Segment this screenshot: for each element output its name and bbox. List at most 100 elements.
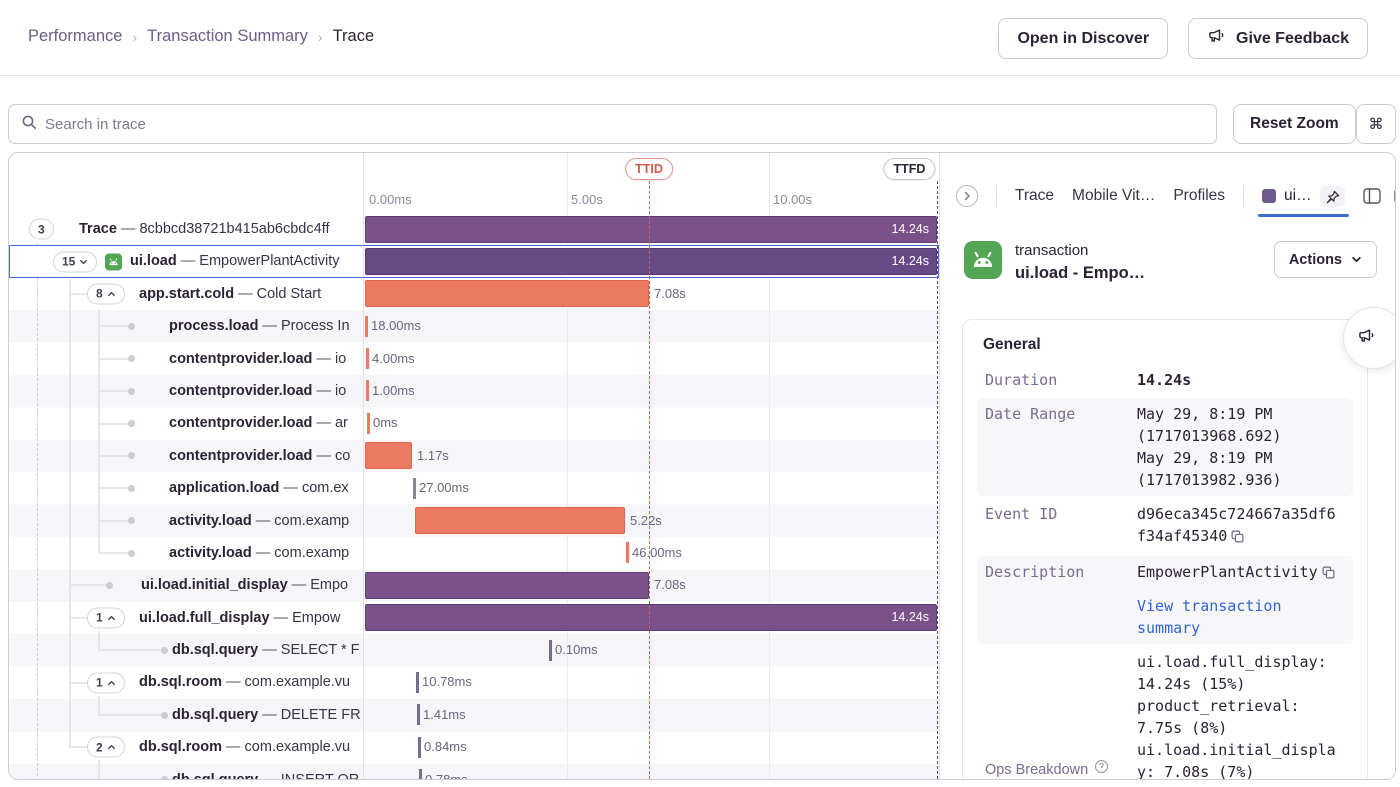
trace-timeline-row[interactable]: 0.84ms (364, 731, 939, 763)
trace-timeline-row[interactable]: 14.24s (364, 245, 939, 278)
transaction-title: ui.load - Empo… (1015, 264, 1146, 282)
actions-button[interactable]: Actions (1273, 241, 1377, 278)
span-bar[interactable]: 14.24s (365, 215, 937, 243)
trace-tree-row[interactable]: 3 Trace — 8cbbcd38721b415ab6cbdc4ff (9, 213, 363, 245)
span-count-pill[interactable]: 2 (87, 736, 125, 758)
trace-tree-row[interactable]: contentprovider.load — co (9, 440, 363, 472)
trace-timeline-row[interactable]: 7.08s (364, 278, 939, 310)
trace-tree-row[interactable]: db.sql.query — DELETE FR (9, 699, 363, 731)
tab-trace[interactable]: Trace (1015, 187, 1055, 204)
trace-tree-row[interactable]: ui.load.initial_display — Empo (9, 569, 363, 601)
span-bar[interactable]: 14.24s (365, 604, 937, 632)
tree-rows: 3 Trace — 8cbbcd38721b415ab6cbdc4ff 15 ui.l… (9, 213, 363, 779)
ttid-badge[interactable]: TTID (625, 158, 673, 180)
span-duration-label: 0.84ms (424, 739, 467, 755)
shortcut-command-button[interactable]: ⌘ (1356, 104, 1396, 144)
breadcrumb-performance[interactable]: Performance (28, 27, 123, 45)
trace-timeline-row[interactable]: 0.78ms (364, 764, 939, 779)
ttid-marker-line (649, 181, 650, 779)
pin-icon[interactable] (1319, 185, 1345, 207)
trace-tree-row[interactable]: contentprovider.load — io (9, 375, 363, 407)
trace-timeline-row[interactable]: 18.00ms (364, 310, 939, 342)
actions-label: Actions (1288, 251, 1342, 268)
description-key: Description (985, 563, 1085, 581)
trace-timeline-row[interactable]: 4.00ms (364, 343, 939, 375)
tab-mobile-vitals[interactable]: Mobile Vit… (1072, 187, 1156, 204)
trace-tree-row[interactable]: activity.load — com.examp (9, 537, 363, 569)
span-count-pill[interactable]: 8 (87, 283, 125, 305)
duration-value: 14.24s (1137, 371, 1192, 389)
span-bar[interactable]: 14.24s (365, 247, 937, 275)
copy-icon[interactable] (1322, 563, 1335, 585)
tree-connector-line (98, 357, 131, 360)
time-axis-tick: 5.00s (571, 192, 603, 207)
layout-left-panel-icon[interactable] (1362, 188, 1381, 204)
trace-timeline-row[interactable]: 0ms (364, 407, 939, 439)
span-bar[interactable] (365, 280, 649, 308)
feedback-fab-button[interactable] (1343, 307, 1395, 369)
span-duration-label: 0ms (373, 415, 398, 431)
help-icon[interactable] (1094, 759, 1109, 779)
collapse-panel-button[interactable] (956, 185, 978, 207)
trace-tree-row[interactable]: 1 db.sql.room — com.example.vu (9, 666, 363, 698)
search-input[interactable] (45, 115, 1204, 133)
span-title: app.start.cold — Cold Start (139, 285, 322, 302)
trace-timeline-row[interactable]: 1.17s (364, 440, 939, 472)
ttfd-badge[interactable]: TTFD (883, 158, 936, 180)
trace-tree-row[interactable]: application.load — com.ex (9, 472, 363, 504)
copy-icon[interactable] (1231, 527, 1244, 549)
span-tick-mark (549, 639, 552, 661)
open-in-discover-button[interactable]: Open in Discover (998, 18, 1169, 59)
span-count-pill[interactable]: 1 (87, 672, 125, 694)
tree-connector-dot (128, 549, 135, 557)
trace-tree-row[interactable]: process.load — Process In (9, 310, 363, 342)
trace-tree-row[interactable]: activity.load — com.examp (9, 505, 363, 537)
span-bar[interactable] (365, 571, 649, 599)
duration-row: Duration 14.24s (977, 364, 1353, 396)
trace-tree-row[interactable]: db.sql.query — INSERT OR (9, 764, 363, 779)
span-count-pill[interactable]: 1 (87, 607, 125, 629)
trace-timeline-row[interactable]: 14.24s (364, 213, 939, 245)
trace-tree-row[interactable]: 8 app.start.cold — Cold Start (9, 278, 363, 310)
span-count-pill[interactable]: 15 (53, 251, 98, 273)
trace-tree-row[interactable]: contentprovider.load — io (9, 343, 363, 375)
trace-tree-row[interactable]: db.sql.query — SELECT * F (9, 634, 363, 666)
trace-timeline-row[interactable]: 46.00ms (364, 537, 939, 569)
span-duration-label: 1.17s (417, 447, 449, 463)
divider (996, 185, 997, 207)
trace-timeline-row[interactable]: 14.24s (364, 602, 939, 634)
trace-timeline-row[interactable]: 5.22s (364, 505, 939, 537)
give-feedback-button[interactable]: Give Feedback (1188, 18, 1368, 59)
trace-timeline-row[interactable]: 10.78ms (364, 666, 939, 698)
trace-timeline-row[interactable]: 0.10ms (364, 634, 939, 666)
tree-connector-line (98, 552, 131, 555)
view-transaction-summary-link[interactable]: View transaction summary (1137, 597, 1282, 637)
trace-tree-row[interactable]: 15 ui.load — EmpowerPlantActivity (9, 245, 363, 278)
chevron-down-icon (1352, 256, 1361, 263)
trace-timeline-row[interactable]: 7.08s (364, 569, 939, 601)
trace-timeline-row[interactable]: 1.00ms (364, 375, 939, 407)
trace-tree-row[interactable]: 1 ui.load.full_display — Empow (9, 602, 363, 634)
span-count-pill[interactable]: 3 (29, 218, 54, 240)
search-bar[interactable] (8, 104, 1217, 144)
event-id-value: d96eca345c724667a35df6f34af45340 (1137, 505, 1336, 545)
layout-bottom-panel-icon[interactable] (1393, 188, 1395, 204)
trace-tree-row[interactable]: 2 db.sql.room — com.example.vu (9, 731, 363, 763)
reset-zoom-button[interactable]: Reset Zoom (1233, 104, 1356, 144)
tree-connector-dot (128, 355, 135, 363)
trace-tree-row[interactable]: contentprovider.load — ar (9, 407, 363, 439)
tree-connector-dot (161, 776, 168, 779)
span-title: contentprovider.load — ar (169, 415, 348, 432)
trace-timeline-row[interactable]: 1.41ms (364, 699, 939, 731)
date-range-end-ts: (1717013982.936) (1137, 471, 1282, 489)
span-bar[interactable] (415, 507, 625, 535)
tab-ui-load-active[interactable]: ui… (1258, 185, 1349, 217)
tab-profiles[interactable]: Profiles (1173, 187, 1226, 204)
ops-breakdown-row: Ops Breakdown ui.load.full_display: 14.2… (977, 646, 1353, 779)
trace-timeline-row[interactable]: 27.00ms (364, 472, 939, 504)
divider (1243, 185, 1245, 207)
breadcrumb-transaction-summary[interactable]: Transaction Summary (147, 27, 308, 45)
span-bar[interactable] (365, 442, 412, 470)
duration-key: Duration (985, 371, 1058, 389)
tree-connector-dot (106, 581, 113, 589)
